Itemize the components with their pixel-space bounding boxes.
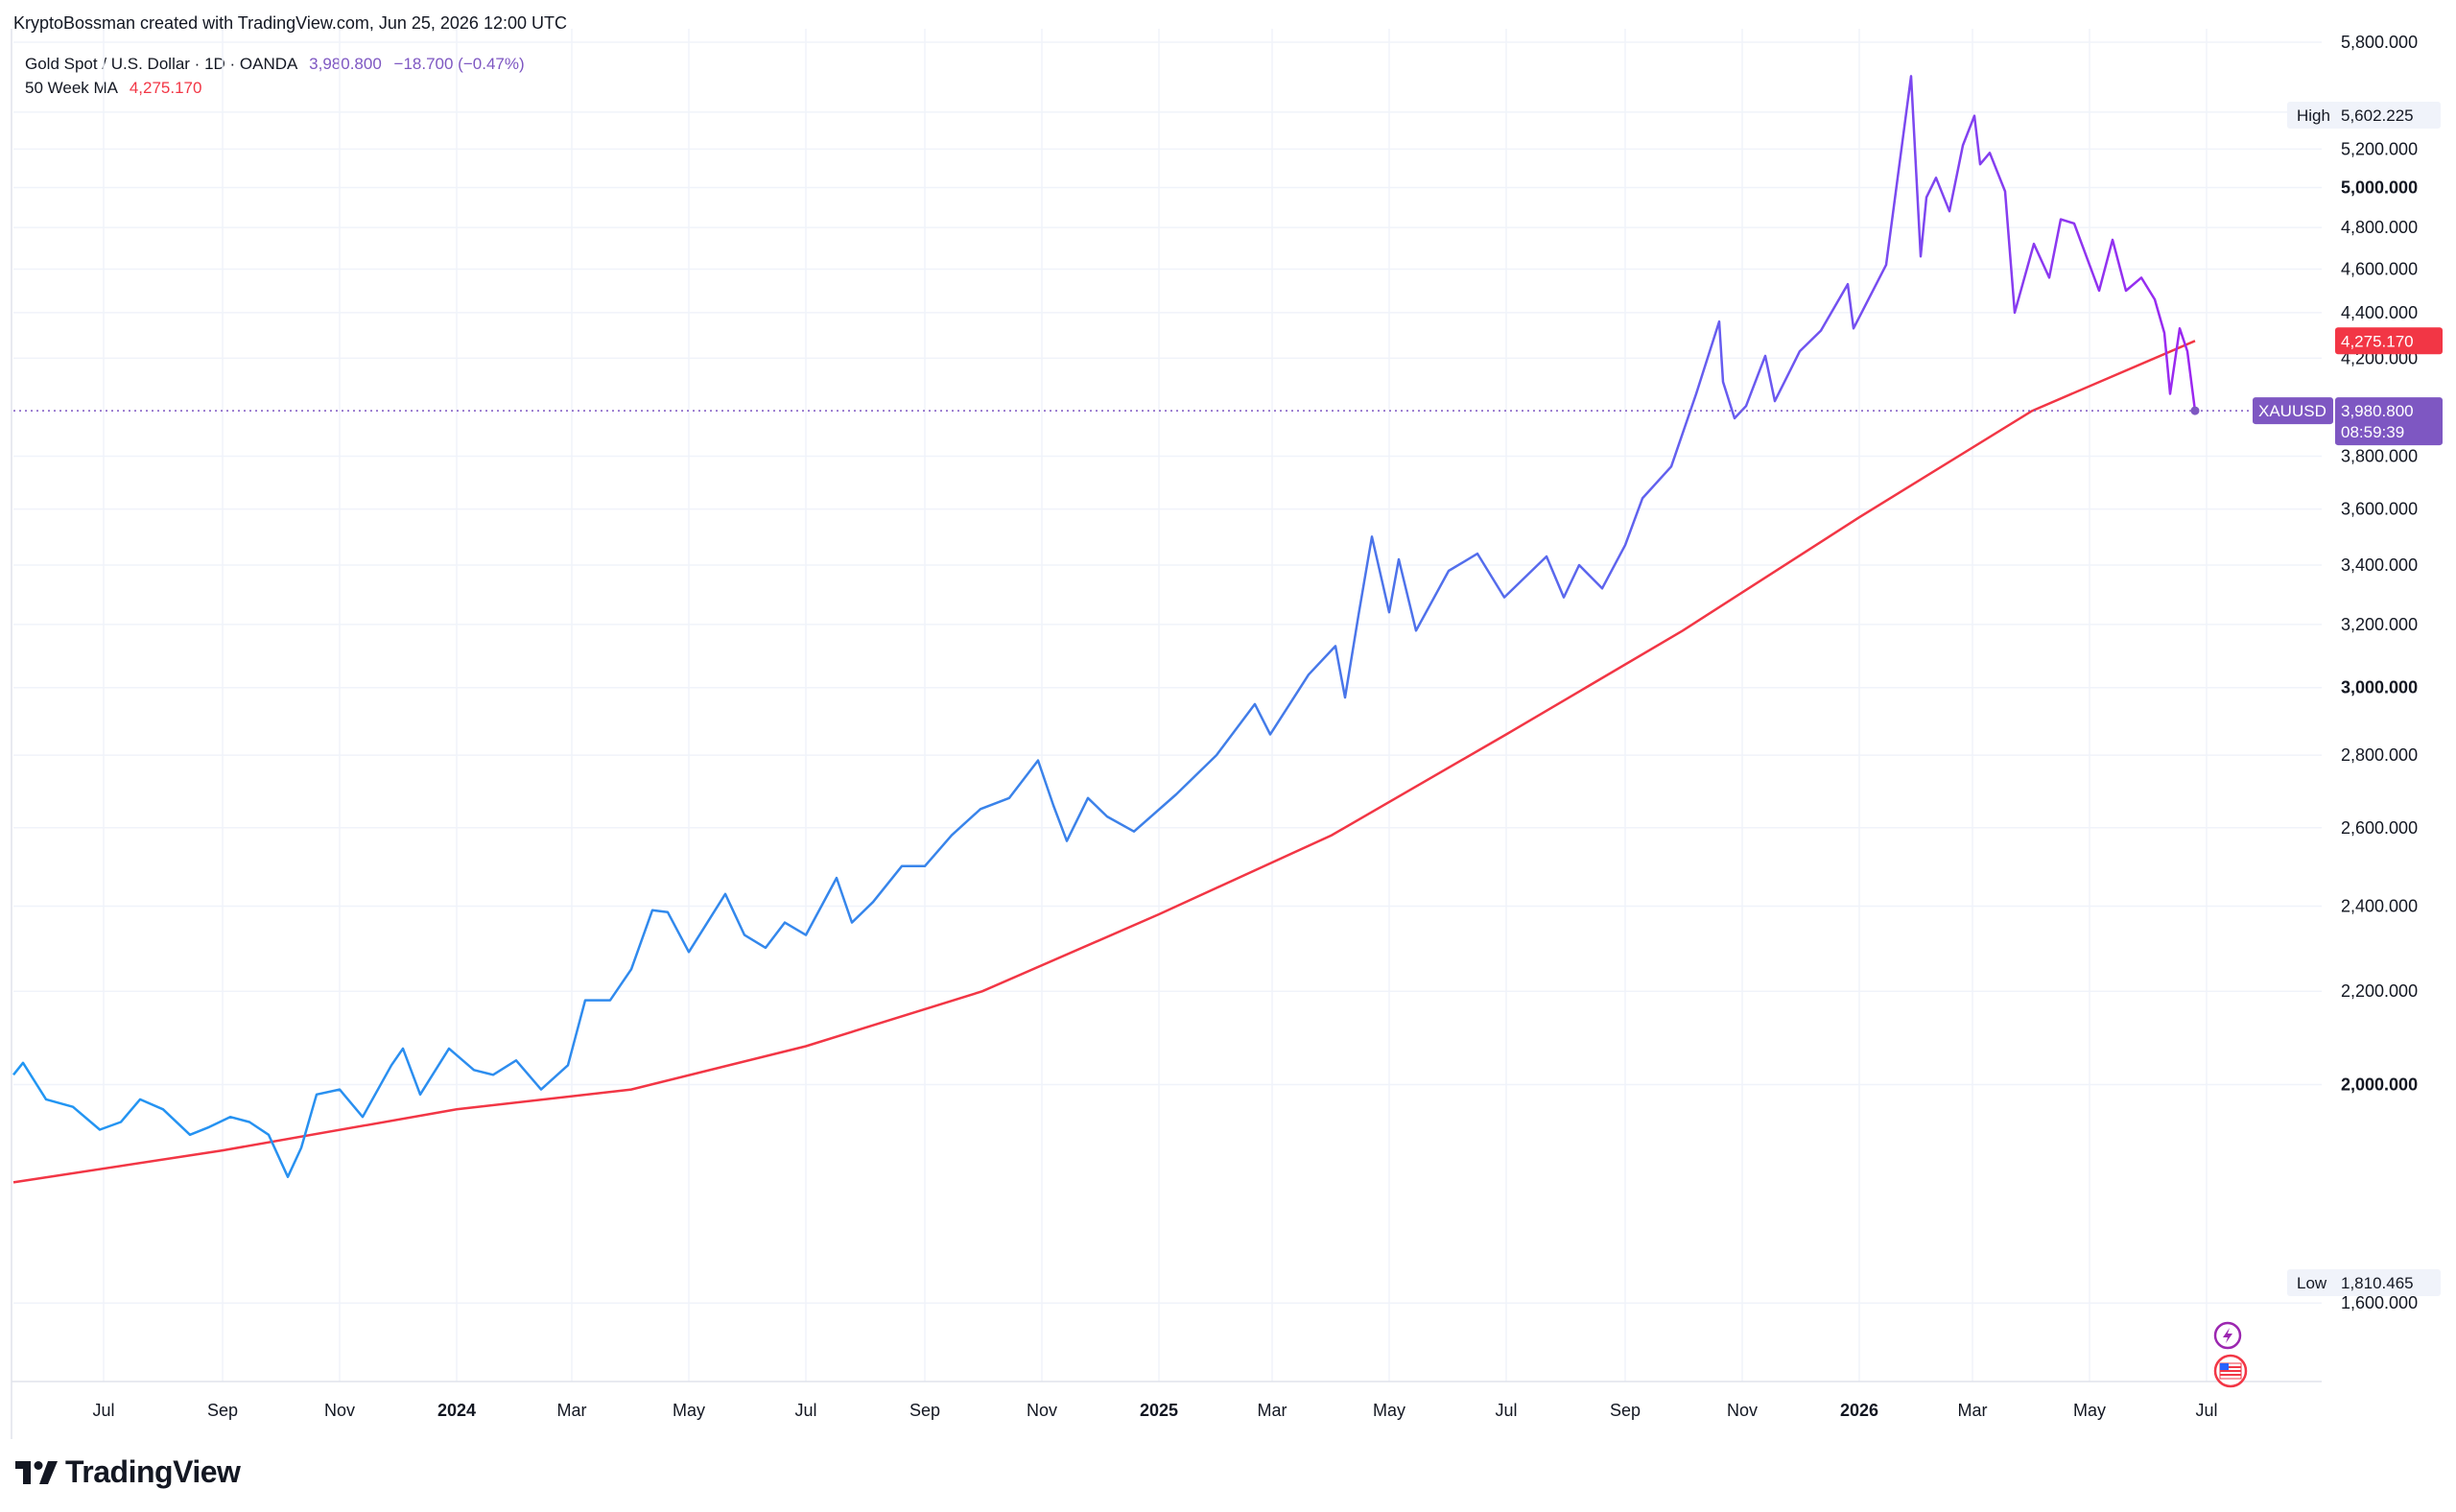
x-tick-label: Sep [1610,1401,1641,1420]
low-value: 1,810.465 [2341,1274,2414,1292]
x-tick-label: 2026 [1840,1401,1878,1420]
y-tick-label: 2,200.000 [2341,981,2418,1001]
legend-last-price: 3,980.800 [309,55,382,73]
x-tick-label: 2025 [1140,1401,1178,1420]
x-tick-label: Sep [207,1401,238,1420]
high-badge: High 5,602.225 [2287,102,2441,129]
y-tick-label: 2,800.000 [2341,745,2418,765]
time-axis[interactable]: Jul Sep Nov 2024 Mar May Jul Sep Nov 2025 Mar May Ju… [92,1401,2217,1420]
high-label: High [2297,106,2330,125]
price-chart[interactable]: Jul Sep Nov 2024 Mar May Jul Sep Nov 2025 Mar May Ju… [0,0,2456,1439]
y-tick-label: 4,800.000 [2341,218,2418,237]
last-price-dot [2190,406,2200,415]
y-tick-label: 5,800.000 [2341,33,2418,52]
ma-badge-value: 4,275.170 [2341,332,2414,350]
us-flag-icon[interactable] [2213,1354,2248,1388]
symbol-badge: XAUUSD [2258,402,2326,420]
x-tick-label: 2024 [437,1401,476,1420]
x-tick-label: Jul [1495,1401,1517,1420]
legend-change: −18.700 (−0.47%) [393,55,525,73]
x-tick-label: Mar [1958,1401,1988,1420]
price-line [12,75,2197,1178]
lightning-icon[interactable] [2213,1321,2242,1350]
price-badge-value: 3,980.800 [2341,402,2414,420]
countdown-timer: 08:59:39 [2341,423,2404,441]
x-tick-label: Nov [1727,1401,1758,1420]
y-tick-label: 1,600.000 [2341,1293,2418,1312]
y-tick-label: 3,800.000 [2341,446,2418,465]
high-value: 5,602.225 [2341,106,2414,125]
y-tick-label: 3,000.000 [2341,678,2418,697]
y-tick-label: 2,000.000 [2341,1075,2418,1094]
legend-ma-value: 4,275.170 [129,79,202,97]
y-tick-label: 4,600.000 [2341,260,2418,279]
legend-symbol: Gold Spot / U.S. Dollar · 1D · OANDA [25,55,297,73]
y-tick-label: 3,600.000 [2341,500,2418,519]
x-tick-label: Mar [557,1401,587,1420]
tradingview-logo[interactable]: TradingView [15,1454,241,1490]
x-tick-label: Sep [909,1401,940,1420]
series-layer [12,75,2255,1184]
low-label: Low [2297,1274,2327,1292]
brand-name: TradingView [65,1454,241,1489]
y-tick-label: 2,600.000 [2341,818,2418,838]
chart-grid [11,29,2322,1439]
y-tick-label: 3,200.000 [2341,615,2418,634]
x-tick-label: May [1373,1401,1405,1420]
x-tick-label: May [2073,1401,2106,1420]
low-badge: Low 1,810.465 [2287,1269,2441,1296]
y-tick-label: 2,400.000 [2341,896,2418,915]
x-tick-label: Nov [324,1401,355,1420]
last-price-badge: XAUUSD 3,980.800 08:59:39 [2253,397,2443,446]
x-tick-label: Jul [92,1401,114,1420]
y-tick-label: 5,000.000 [2341,177,2418,197]
attribution-text: KryptoBossman created with TradingView.c… [13,13,567,33]
y-tick-label: 4,400.000 [2341,303,2418,322]
chart-legend: Gold Spot / U.S. Dollar · 1D · OANDA 3,9… [25,52,525,100]
y-tick-label: 5,200.000 [2341,139,2418,158]
x-tick-label: Nov [1027,1401,1057,1420]
legend-ma-label: 50 Week MA [25,79,118,97]
y-tick-label: 3,400.000 [2341,555,2418,575]
ma-50-week-line [12,340,2196,1184]
price-axis[interactable]: 1,600.000 2,000.000 2,200.000 2,400.000 2,60… [2341,33,2418,1312]
x-tick-label: Mar [1258,1401,1287,1420]
x-tick-label: Jul [2195,1401,2217,1420]
x-tick-label: Jul [794,1401,816,1420]
legend-symbol-row[interactable]: Gold Spot / U.S. Dollar · 1D · OANDA 3,9… [25,52,525,76]
legend-ma-row[interactable]: 50 Week MA 4,275.170 [25,76,525,100]
tradingview-logo-icon [15,1460,58,1484]
x-tick-label: May [673,1401,705,1420]
ma-price-badge: 4,275.170 [2335,327,2443,355]
